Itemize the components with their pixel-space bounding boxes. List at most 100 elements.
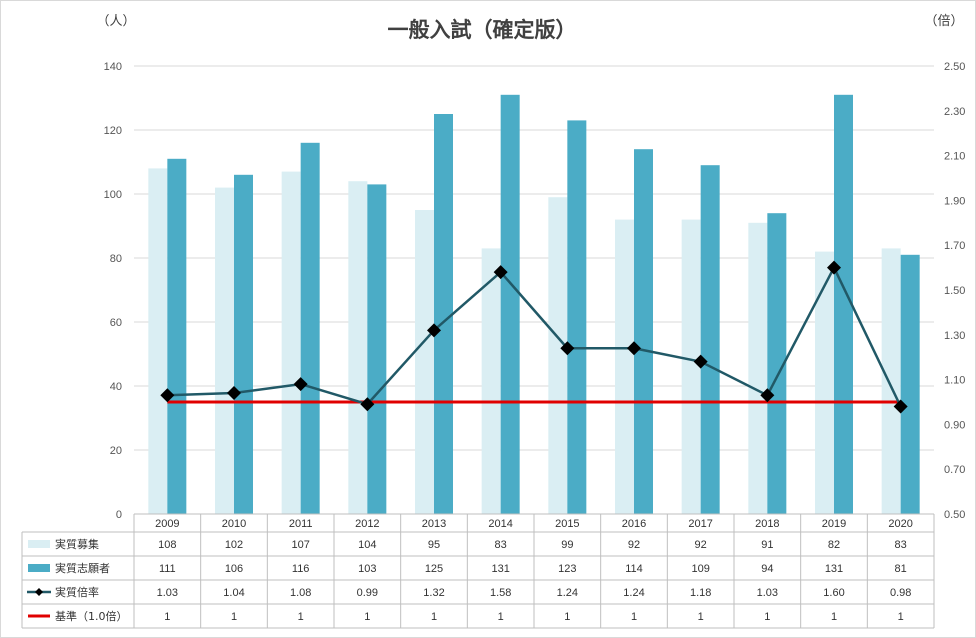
table-cell: 108 [158,539,176,551]
y2-tick-label: 2.10 [944,151,965,163]
table-cell: 99 [561,539,573,551]
x-tick-label: 2012 [355,518,379,530]
bar [767,213,787,514]
table-cell: 123 [558,563,576,575]
bar [148,168,168,514]
x-tick-label: 2019 [822,518,846,530]
x-tick-label: 2016 [622,518,646,530]
y2-tick-label: 1.30 [944,330,965,342]
table-cell: 1 [298,611,304,623]
bar [415,210,434,514]
legend-key-marker [35,588,43,596]
y-tick-label: 120 [104,125,122,137]
data-table: 2009 2010 2011 2012 2013 2014 2015 2016 2017 2018… [21,513,935,629]
table-cell: 83 [895,539,907,551]
bar [567,120,587,515]
table-cell: 114 [625,563,643,575]
table-cell: 95 [428,539,440,551]
bar [615,219,634,514]
table-cell: 1.24 [557,587,578,599]
table-cell: 94 [761,563,773,575]
table-cell: 1.18 [690,587,711,599]
table-cell: 116 [292,563,310,575]
y-tick-label: 80 [110,253,122,265]
table-cell: 1 [431,611,437,623]
table-cell: 81 [895,563,907,575]
table-cell: 1.03 [757,587,778,599]
x-tick-label: 2009 [155,518,179,530]
x-tick-label: 2015 [555,518,579,530]
y2-tick-label: 1.70 [944,240,965,252]
bar [548,197,568,514]
x-tick-label: 2020 [888,518,912,530]
rate-marker [360,397,375,412]
table-cell: 1.24 [623,587,644,599]
table-cell: 102 [225,539,243,551]
bar [481,248,501,514]
rate-marker [827,260,841,275]
chart-title: 一般入試（確定版） [388,18,577,42]
bar [348,181,368,514]
table-cell: 92 [628,539,640,551]
table-cell: 0.99 [357,587,378,599]
y2-tick-label: 2.30 [944,106,965,118]
x-tick-label: 2018 [755,518,779,530]
table-cell: 109 [691,563,709,575]
y-tick-label: 140 [104,61,122,73]
bar [834,94,853,515]
table-cell: 1 [631,611,637,623]
legend-label: 実質募集 [55,537,99,551]
y-tick-label: 100 [104,189,122,201]
rate-marker [760,388,775,403]
legend-label: 実質志願者 [55,561,110,575]
axes-layer: 0 20 40 60 80 100 120 140 0.50 0.70 0.90 1.10 1.30 1.… [104,61,966,521]
table-cell: 1 [364,611,370,623]
x-tick-label: 2010 [222,518,246,530]
table-cell: 83 [495,539,507,551]
x-tick-label: 2017 [688,518,712,530]
rate-marker [493,265,508,280]
table-cell: 1.58 [490,587,511,599]
table-cell: 107 [291,539,309,551]
rate-marker [627,341,641,356]
table-cell: 1.60 [823,587,844,599]
table-cell: 91 [761,539,773,551]
table-cell: 1.03 [157,587,178,599]
table-cell: 111 [159,563,176,575]
table-cell: 131 [491,563,509,575]
legend-key [28,540,50,548]
y-tick-label: 40 [110,381,122,393]
rate-marker [427,323,441,338]
table-cell: 1 [831,611,837,623]
bar [881,248,901,514]
table-cell: 1.04 [223,587,244,599]
table-cell: 125 [425,563,443,575]
bar [900,254,920,515]
bar [634,149,653,514]
rate-marker [293,377,308,392]
table-cell: 1 [231,611,237,623]
y2-tick-label: 1.90 [944,195,965,207]
right-axis-unit: （倍） [924,14,963,29]
bar [500,94,520,515]
table-cell: 1 [698,611,704,623]
x-tick-label: 2014 [488,518,512,530]
rate-marker [227,386,241,401]
table-cell: 104 [358,539,376,551]
rate-marker [560,341,575,356]
bar [700,165,720,514]
y-tick-label: 60 [110,317,122,329]
y-tick-label: 20 [110,445,122,457]
rate-line [167,266,902,408]
table-cell: 92 [695,539,707,551]
lines-layer [160,260,908,414]
table-cell: 1 [564,611,570,623]
bar [815,251,834,514]
table-cell: 1.32 [423,587,444,599]
bar [215,187,234,514]
table-cell: 106 [225,563,243,575]
y2-tick-label: 1.50 [944,285,965,297]
left-axis-unit: （人） [96,14,135,29]
